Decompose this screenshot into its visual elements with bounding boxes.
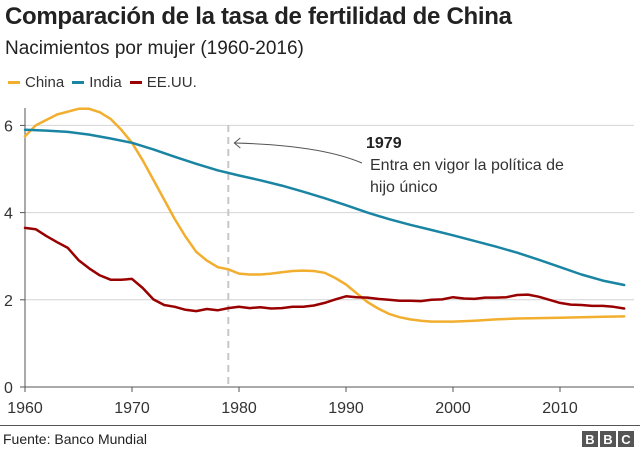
series-line-india <box>23 128 626 287</box>
annotation-year: 1979 <box>366 135 402 152</box>
chart-title: Comparación de la tasa de fertilidad de … <box>5 3 512 30</box>
arrowhead-icon <box>233 137 241 149</box>
legend-label: India <box>89 74 122 91</box>
footer-divider <box>0 425 640 426</box>
legend-swatch <box>72 81 85 84</box>
x-tick-label: 1960 <box>7 400 43 417</box>
x-tick-label: 1970 <box>114 400 150 417</box>
annotation-arrow <box>234 142 363 164</box>
x-tick-label: 2000 <box>435 400 471 417</box>
legend-swatch <box>8 81 20 84</box>
source-note: Fuente: Banco Mundial <box>3 431 147 447</box>
y-tick-label: 4 <box>4 206 13 223</box>
line-chart: 0 2 4 6 1960 1970 1980 1990 2000 2010 1979 Entra en… <box>4 107 634 417</box>
y-tick-label: 2 <box>4 293 13 310</box>
annotation-text: Entra en vigor la política de <box>370 157 564 174</box>
legend-item-india: India <box>72 74 122 91</box>
x-tick-label: 1990 <box>328 400 364 417</box>
y-tick-label: 6 <box>4 118 13 135</box>
legend-swatch <box>129 81 142 84</box>
y-tick-label: 0 <box>4 380 13 397</box>
legend-label: China <box>25 74 65 91</box>
series-line-china <box>23 107 626 323</box>
x-tick-label: 1980 <box>221 400 257 417</box>
series-line-eeuu <box>23 226 626 313</box>
legend: China India EE.UU. <box>8 74 197 91</box>
legend-label: EE.UU. <box>146 74 197 91</box>
x-tick-label: 2010 <box>542 400 578 417</box>
annotation-text: hijo único <box>370 179 438 196</box>
legend-item-usa: EE.UU. <box>129 74 197 91</box>
chart-subtitle: Nacimientos por mujer (1960-2016) <box>5 38 304 59</box>
legend-item-china: China <box>8 74 64 91</box>
